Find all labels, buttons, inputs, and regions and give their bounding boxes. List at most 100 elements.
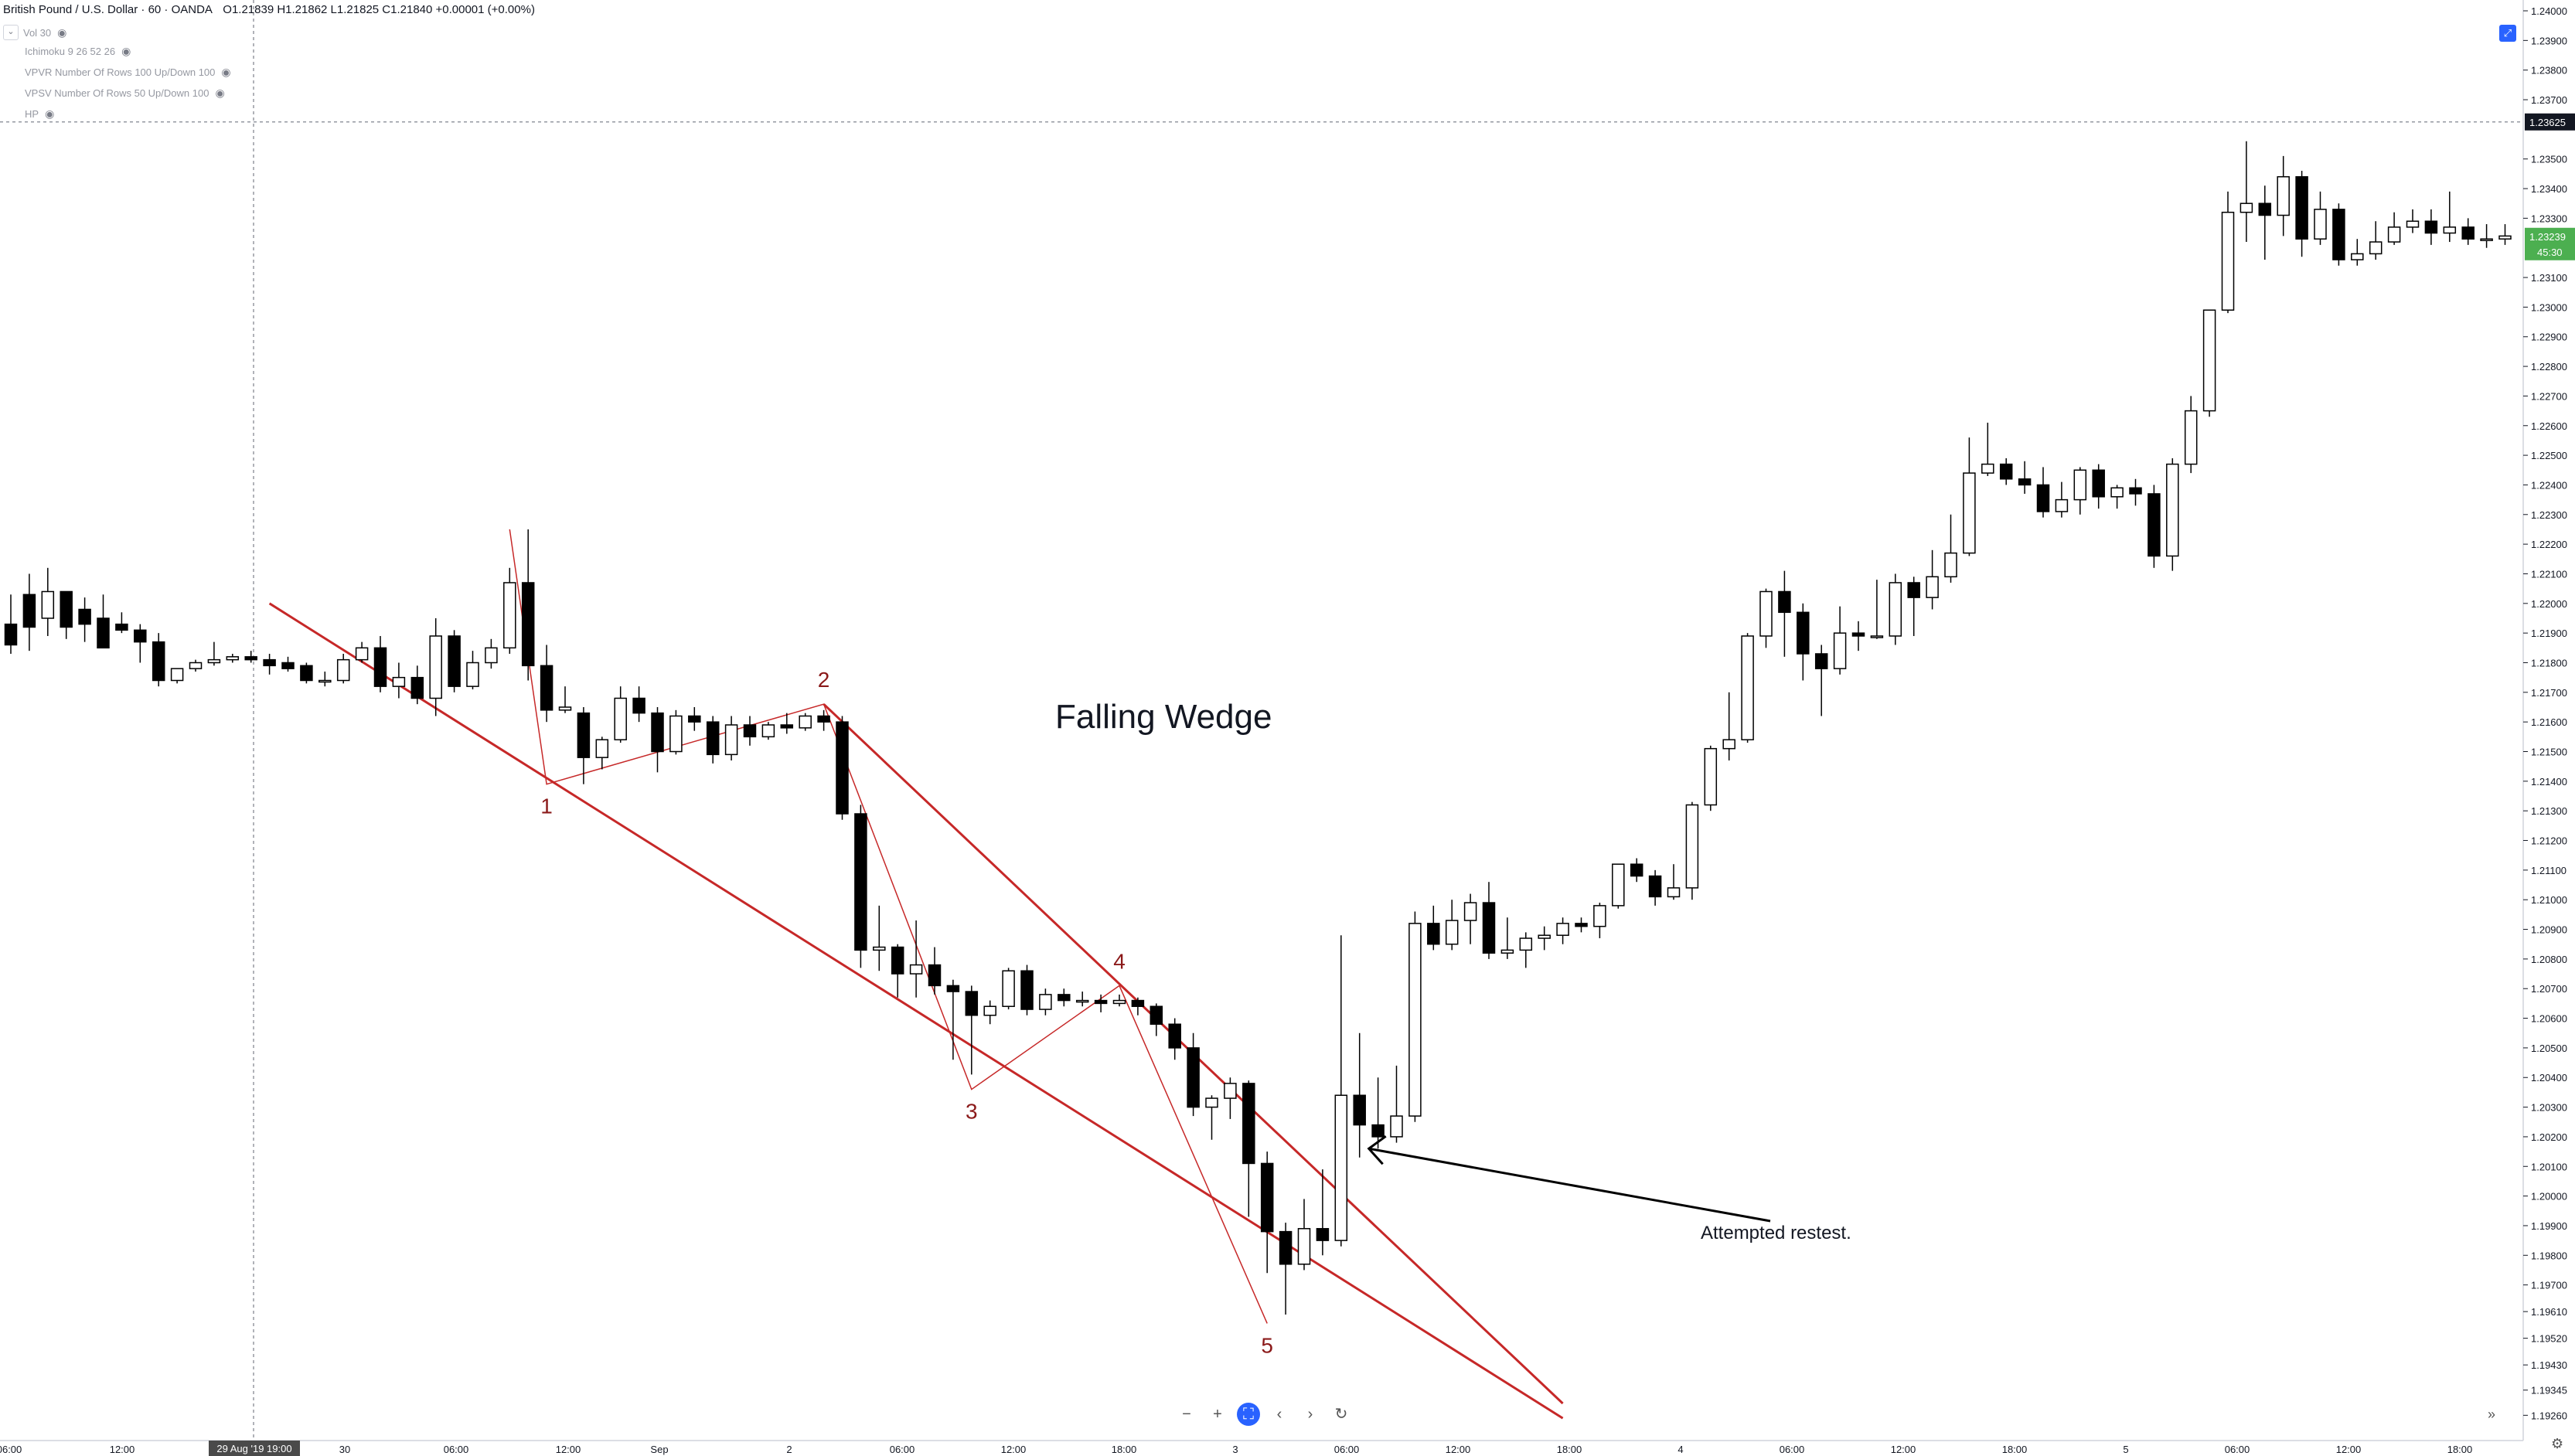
pivot-label: 2 bbox=[818, 668, 830, 692]
candle-down bbox=[1316, 1228, 1330, 1241]
candle-down bbox=[1851, 632, 1865, 637]
price-tick-label: 1.20300 bbox=[2531, 1102, 2567, 1114]
candle-up bbox=[1500, 949, 1514, 954]
price-tick-label: 1.21900 bbox=[2531, 628, 2567, 639]
time-tick-label: 06:00 bbox=[890, 1444, 915, 1455]
eye-icon[interactable]: ◉ bbox=[57, 26, 67, 39]
candle-down bbox=[263, 658, 276, 667]
price-tick-label: 1.19520 bbox=[2531, 1333, 2567, 1345]
candle-up bbox=[1224, 1083, 1237, 1099]
double-chevron-right-icon[interactable]: » bbox=[2488, 1407, 2496, 1422]
indicator-row[interactable]: VPVR Number Of Rows 100 Up/Down 100 ◉ bbox=[25, 66, 231, 79]
indicator-row[interactable]: HP ◉ bbox=[25, 107, 54, 121]
candle-up bbox=[2443, 226, 2457, 234]
candle-down bbox=[854, 813, 867, 951]
candle-up bbox=[466, 662, 479, 687]
eye-icon[interactable]: ◉ bbox=[45, 107, 55, 120]
candle-up bbox=[1002, 970, 1015, 1007]
time-tick-label: 2 bbox=[786, 1444, 792, 1455]
candle-up bbox=[2314, 209, 2327, 240]
time-tick-label: 18:00 bbox=[1112, 1444, 1137, 1455]
candle-down bbox=[448, 635, 461, 687]
price-tick-label: 1.19260 bbox=[2531, 1410, 2567, 1421]
candle-down bbox=[1797, 611, 1810, 655]
indicator-row[interactable]: Ichimoku 9 26 52 26 ◉ bbox=[25, 45, 131, 58]
reset-icon[interactable]: ↻ bbox=[1330, 1403, 1353, 1426]
candle-down bbox=[4, 623, 18, 646]
crosshair-time-label: 29 Aug '19 19:00 bbox=[216, 1443, 291, 1454]
time-tick-label: 06:00 bbox=[0, 1444, 22, 1455]
chevron-left-icon[interactable]: ‹ bbox=[1268, 1403, 1291, 1426]
candle-up bbox=[2166, 463, 2179, 557]
candle-up bbox=[2369, 241, 2383, 255]
fit-icon[interactable]: ⛶ bbox=[1237, 1403, 1260, 1426]
minus-icon[interactable]: − bbox=[1175, 1403, 1198, 1426]
candle-up bbox=[226, 656, 240, 661]
candle-up bbox=[355, 647, 369, 661]
eye-icon[interactable]: ◉ bbox=[221, 66, 231, 78]
candle-down bbox=[1999, 463, 2013, 480]
pattern-title: Falling Wedge bbox=[1055, 698, 1272, 736]
candle-up bbox=[2073, 469, 2087, 501]
candle-down bbox=[373, 647, 387, 687]
candle-up bbox=[336, 658, 350, 682]
candle-down bbox=[2461, 226, 2475, 240]
time-tick-label: 06:00 bbox=[444, 1444, 469, 1455]
candle-down bbox=[946, 985, 960, 992]
time-tick-label: 18:00 bbox=[2447, 1444, 2473, 1455]
indicator-row[interactable]: ⌄ Vol 30 ◉ bbox=[3, 25, 66, 40]
candle-down bbox=[1371, 1124, 1385, 1138]
candle-up bbox=[189, 662, 203, 669]
plus-icon[interactable]: + bbox=[1206, 1403, 1229, 1426]
crosshair-price-tag bbox=[2525, 113, 2575, 131]
symbol-title[interactable]: British Pound / U.S. Dollar · 60 · OANDA bbox=[3, 3, 213, 16]
crosshair-lines bbox=[0, 0, 2523, 1439]
candle-up bbox=[2480, 238, 2493, 241]
candle-down bbox=[60, 590, 73, 628]
time-tick-label: 12:00 bbox=[1001, 1444, 1027, 1455]
time-tick-label: 06:00 bbox=[1780, 1444, 1805, 1455]
candle-up bbox=[1704, 747, 1718, 806]
chart-navigation: − + ⛶ ‹ › ↻ bbox=[1175, 1403, 1353, 1426]
price-axis[interactable]: 1.24000 1.23900 1.23800 1.23700 1.23500 1.234… bbox=[2522, 0, 2575, 1441]
eye-icon[interactable]: ◉ bbox=[215, 87, 225, 99]
candle-up bbox=[799, 715, 812, 729]
candle-up bbox=[1538, 934, 1551, 939]
candle-up bbox=[1334, 1094, 1348, 1241]
price-tick-label: 1.21100 bbox=[2531, 865, 2566, 876]
chevron-right-icon[interactable]: › bbox=[1299, 1403, 1322, 1426]
candle-down bbox=[281, 662, 295, 669]
time-tick-label: 3 bbox=[1232, 1444, 1238, 1455]
candle-down bbox=[1630, 863, 1643, 877]
candle-down bbox=[1427, 923, 1440, 945]
indicator-label: HP bbox=[25, 108, 39, 120]
candle-down bbox=[300, 665, 313, 682]
last-price-tag bbox=[2525, 227, 2575, 260]
price-tick-label: 1.20700 bbox=[2531, 983, 2567, 995]
candle-up bbox=[1297, 1228, 1311, 1265]
candle-up bbox=[318, 679, 332, 683]
time-tick-label: 12:00 bbox=[1446, 1444, 1471, 1455]
callout-label: Attempted restest. bbox=[1701, 1223, 1851, 1243]
price-tick-label: 1.20600 bbox=[2531, 1013, 2567, 1025]
maximize-icon[interactable]: ⤢ bbox=[2499, 25, 2516, 42]
time-axis[interactable]: 06:00 12:00 30 06:00 12:00 Sep 2 06:00 12:00 18:0… bbox=[0, 1440, 2523, 1456]
price-tick-label: 1.21200 bbox=[2531, 835, 2567, 847]
bar-countdown-label: 45:30 bbox=[2537, 247, 2563, 258]
eye-icon[interactable]: ◉ bbox=[121, 45, 131, 57]
time-tick-label: 12:00 bbox=[2336, 1444, 2362, 1455]
candle-up bbox=[170, 668, 184, 682]
price-tick-label: 1.21300 bbox=[2531, 805, 2567, 817]
gear-icon[interactable]: ⚙ bbox=[2551, 1436, 2564, 1451]
indicator-row[interactable]: VPSV Number Of Rows 50 Up/Down 100 ◉ bbox=[25, 87, 225, 100]
price-tick-label: 1.23300 bbox=[2531, 213, 2567, 224]
crosshair-time-tag bbox=[209, 1441, 300, 1456]
candle-down bbox=[1353, 1094, 1366, 1126]
candle-up bbox=[1612, 863, 1625, 907]
candle-down bbox=[928, 964, 942, 987]
candle-up bbox=[1408, 923, 1422, 1117]
candle-up bbox=[2240, 202, 2253, 213]
price-tick-label: 1.19430 bbox=[2531, 1359, 2567, 1371]
collapse-indicators-icon[interactable]: ⌄ bbox=[3, 25, 19, 40]
